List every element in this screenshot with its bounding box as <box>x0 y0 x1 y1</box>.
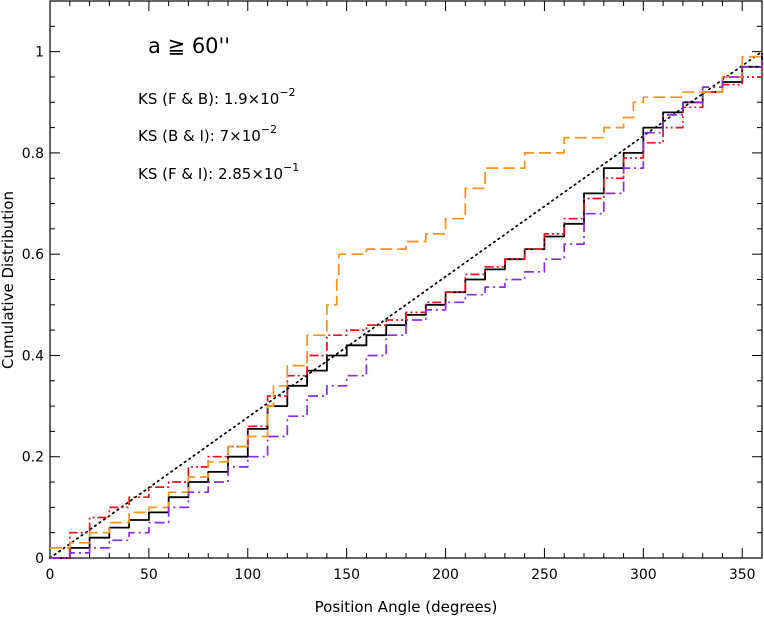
ks-bi-prefix: KS (B & I): <box>138 127 220 145</box>
y-tick-label: 0.4 <box>22 348 44 364</box>
ks-fi-prefix: KS (F & I): <box>138 165 218 183</box>
x-axis-title: Position Angle (degrees) <box>315 598 498 616</box>
ks-bi-mantissa: 7×10 <box>220 127 261 145</box>
y-tick-label: 0.2 <box>22 450 44 466</box>
y-tick-label: 1 <box>35 45 44 61</box>
ks-fb-prefix: KS (F & B): <box>138 90 224 108</box>
axis-tick-labels: 0 50 100 150 200 250 300 350 0 0.2 0.4 0.6 0.8 1 <box>22 45 756 583</box>
x-tick-label: 200 <box>432 567 459 583</box>
ks-fb-mantissa: 1.9×10 <box>224 90 280 108</box>
x-tick-label: 150 <box>333 567 360 583</box>
annotation-ks-fi: KS (F & I): 2.85×10−1 <box>138 161 299 183</box>
series-purple-dashdot <box>50 51 763 559</box>
x-tick-label: 300 <box>630 567 657 583</box>
x-tick-label: 100 <box>234 567 261 583</box>
y-axis-title: Cumulative Distribution <box>0 191 17 369</box>
series-layer <box>49 50 763 559</box>
plot-frame <box>49 0 763 559</box>
y-tick-label: 0.6 <box>22 247 44 263</box>
annotation-cut: a ≧ 60'' <box>148 34 230 58</box>
annotation-ks-bi: KS (B & I): 7×10−2 <box>138 123 277 145</box>
x-tick-label: 0 <box>46 567 55 583</box>
ks-fi-exponent: −1 <box>283 161 299 174</box>
ks-bi-exponent: −2 <box>261 123 277 136</box>
x-tick-label: 350 <box>729 567 756 583</box>
y-tick-label: 0 <box>35 551 44 567</box>
axis-ticks <box>49 0 763 559</box>
annotation-ks-fb: KS (F & B): 1.9×10−2 <box>138 86 296 108</box>
ks-fi-mantissa: 2.85×10 <box>218 165 283 183</box>
ks-fb-exponent: −2 <box>279 86 295 99</box>
y-tick-label: 0.8 <box>22 146 44 162</box>
x-tick-label: 250 <box>531 567 558 583</box>
x-tick-label: 50 <box>140 567 158 583</box>
